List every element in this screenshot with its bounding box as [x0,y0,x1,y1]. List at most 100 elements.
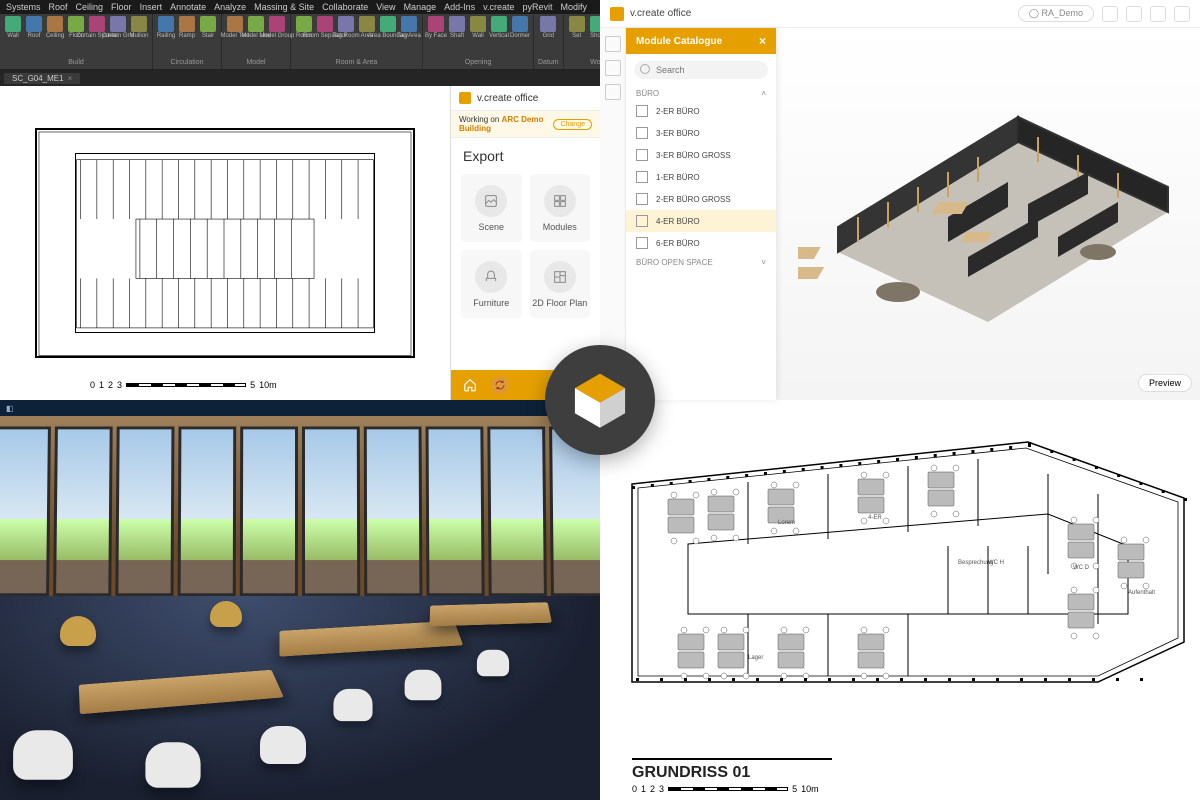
svg-text:4-ER: 4-ER [868,515,882,521]
catalogue-item[interactable]: 1-ER BÜRO [626,166,776,188]
vcreate-badge [545,345,655,455]
ribbon-button[interactable]: Stair [199,16,217,48]
levels-icon[interactable] [605,60,621,76]
ribbon-button[interactable]: Vertical [490,16,508,48]
ribbon-button[interactable]: Roof [25,16,43,48]
ribbon-button[interactable]: Dormer [511,16,529,48]
ribbon-button[interactable]: Set [568,16,586,48]
search-input[interactable] [634,61,768,79]
menu-item[interactable]: Ceiling [76,2,104,12]
catalogue-item[interactable]: 2-ER BÜRO [626,100,776,122]
menu-item[interactable]: Roof [49,2,68,12]
menu-item[interactable]: Add-Ins [444,2,475,12]
home-icon[interactable] [461,376,479,394]
tool-icon [200,16,216,32]
ribbon-button[interactable]: Area [358,16,376,48]
render-chair [405,670,442,700]
menu-item[interactable]: Insert [140,2,163,12]
catalogue-item[interactable]: 3-ER BÜRO [626,122,776,144]
menu-item[interactable]: Collaborate [322,2,368,12]
tool-icon [449,16,465,32]
catalogue-item[interactable]: 4-ER BÜRO [626,210,776,232]
module-icon [636,105,648,117]
menu-item[interactable]: pyRevit [522,2,552,12]
ribbon-button[interactable]: Model Line [247,16,265,48]
vcreate-logo-icon [459,92,471,104]
ribbon-button[interactable]: Floor [67,16,85,48]
ribbon-button[interactable]: Curtain System [88,16,106,48]
panel-header: v.create office [451,86,600,111]
hexbox-icon [567,367,633,433]
ribbon-button[interactable]: Ramp [178,16,196,48]
catalogue-icon[interactable] [605,36,621,52]
render-chair [333,689,372,721]
floorplan-canvas[interactable]: 0 1 2 3 5 10m [0,86,450,400]
tool-icon [380,16,396,32]
ribbon-button[interactable]: By Face [427,16,445,48]
ribbon-group: WallRoofCeilingFloorCurtain SystemCurtai… [0,14,153,69]
window-controls-icon[interactable]: ◧ [6,404,14,413]
module-icon [636,171,648,183]
tool-icon [248,16,264,32]
catalogue-group[interactable]: BÜRO OPEN SPACE ˅ [626,254,776,269]
ribbon-button[interactable]: Room Separator [316,16,334,48]
preview-button[interactable]: Preview [1138,374,1192,392]
ribbon-button[interactable]: Model Text [226,16,244,48]
clipboard-icon[interactable] [605,84,621,100]
menu-item[interactable]: Annotate [170,2,206,12]
menu-item[interactable]: Analyze [214,2,246,12]
user-icon[interactable] [1174,6,1190,22]
revit-menubar: Systems Roof Ceiling Floor Insert Annotate Ana… [0,0,600,14]
menu-item[interactable]: Modify [561,2,588,12]
layers-icon[interactable] [1126,6,1142,22]
menu-item[interactable]: Floor [111,2,132,12]
ribbon-button[interactable]: Wall [4,16,22,48]
catalogue-group[interactable]: BÜRO ˄ [626,85,776,100]
export-card-furniture[interactable]: Furniture [461,250,522,318]
ribbon-button[interactable]: Railing [157,16,175,48]
ribbon-button[interactable]: Area Boundary [379,16,397,48]
workspace: Module Catalogue × BÜRO ˄ 2-ER BÜRO3-ER … [600,28,1200,400]
render-viewport[interactable] [0,416,600,800]
ribbon-button[interactable]: Grid [539,16,557,48]
ribbon-button[interactable]: Room [295,16,313,48]
settings-icon[interactable] [1150,6,1166,22]
3d-viewport[interactable]: Preview [776,28,1200,400]
menu-item[interactable]: Systems [6,2,41,12]
menu-item[interactable]: Massing & Site [254,2,314,12]
project-pill[interactable]: ◯ RA_Demo [1018,5,1094,22]
document-tab[interactable]: SC_G04_ME1 × [4,73,80,84]
ribbon-button[interactable]: Mullion [130,16,148,48]
change-button[interactable]: Change [553,119,592,130]
ribbon-button[interactable]: Wall [469,16,487,48]
ribbon-button[interactable]: Ceiling [46,16,64,48]
menu-item[interactable]: v.create [483,2,514,12]
menu-item[interactable]: View [376,2,395,12]
ribbon-button[interactable]: Shaft [448,16,466,48]
scene-icon [475,185,507,217]
ribbon-button[interactable]: Tag Room [337,16,355,48]
catalogue-item[interactable]: 6-ER BÜRO [626,232,776,254]
sync-icon[interactable] [491,376,509,394]
tool-icon [491,16,507,32]
catalogue-item[interactable]: 3-ER BÜRO GROSS [626,144,776,166]
titlebar-actions: ◯ RA_Demo [1018,5,1190,22]
catalogue-item[interactable]: 2-ER BÜRO GROSS [626,188,776,210]
export-card-floorplan[interactable]: 2D Floor Plan [530,250,591,318]
svg-text:WC H: WC H [988,560,1004,566]
module-icon [636,193,648,205]
export-card-scene[interactable]: Scene [461,174,522,242]
ribbon-button[interactable]: Tag Area [400,16,418,48]
menu-item[interactable]: Manage [404,2,437,12]
grid-icon[interactable] [1102,6,1118,22]
document-tabbar: SC_G04_ME1 × [0,70,600,86]
close-icon[interactable]: × [68,74,73,83]
modules-icon [544,185,576,217]
export-card-modules[interactable]: Modules [530,174,591,242]
ribbon-button[interactable]: Curtain Grid [109,16,127,48]
ribbon-button[interactable]: Model Group [268,16,286,48]
ribbon-group: RailingRampStairCirculation [153,14,222,69]
iso-floor-svg [798,82,1178,322]
close-icon[interactable]: × [759,34,766,48]
ribbon-group: Model TextModel LineModel GroupModel [222,14,291,69]
